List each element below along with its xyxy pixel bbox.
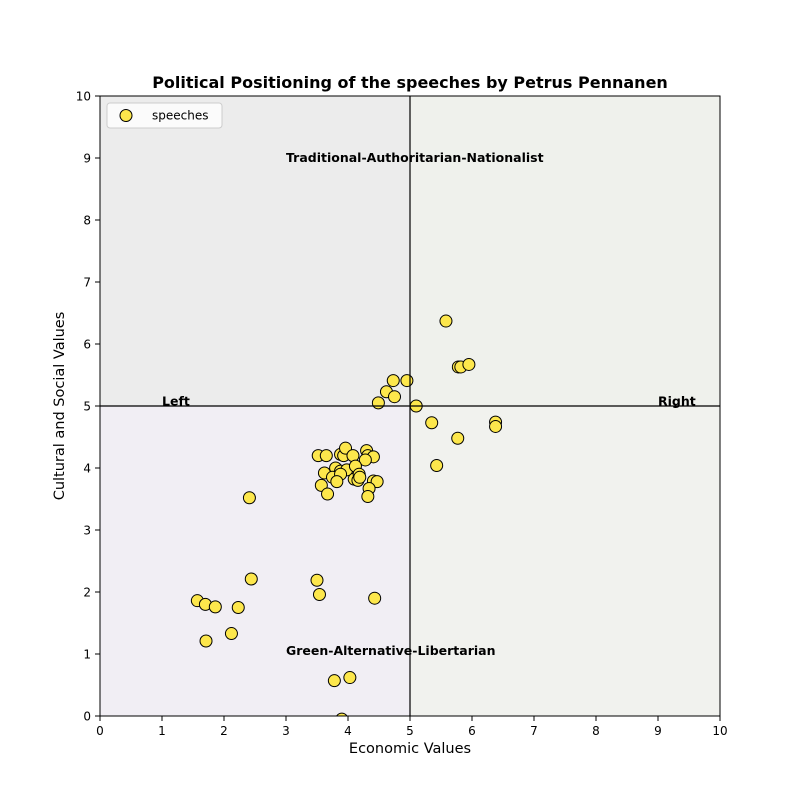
legend-label: speeches: [152, 109, 208, 123]
y-tick-label: 5: [83, 400, 91, 414]
y-tick-label: 7: [83, 276, 91, 290]
legend-box: [106, 102, 223, 129]
quadrant-labels: Traditional-Authoritarian-Nationalist Gre…: [162, 150, 696, 658]
y-tick-label: 0: [83, 710, 91, 724]
data-point: [346, 449, 360, 463]
data-point: [208, 600, 222, 614]
divider-lines: [100, 96, 720, 716]
data-point: [199, 634, 213, 648]
y-axis-label: Cultural and Social Values: [52, 312, 68, 501]
data-point: [371, 396, 385, 410]
y-tick-label: 1: [83, 648, 91, 662]
data-point: [314, 478, 328, 492]
x-tick-label: 10: [712, 724, 727, 738]
x-tick-label: 7: [530, 724, 538, 738]
data-point: [462, 357, 476, 371]
quadrant-label: Right: [658, 394, 696, 409]
x-tick-label: 3: [282, 724, 290, 738]
legend-marker: [119, 109, 133, 122]
data-point: [400, 374, 414, 388]
data-point: [430, 459, 444, 473]
y-tick-label: 3: [83, 524, 91, 538]
y-tick-label: 10: [76, 90, 91, 104]
data-point: [361, 490, 375, 504]
y-tick-label: 6: [83, 338, 91, 352]
data-point: [224, 627, 238, 641]
x-tick-label: 9: [654, 724, 662, 738]
quadrant-bottom-right: [410, 406, 720, 716]
data-point: [244, 572, 258, 586]
data-point: [439, 314, 453, 328]
data-point: [242, 491, 256, 505]
quadrant-top-right: [410, 96, 720, 406]
data-point: [343, 671, 357, 685]
data-point: [353, 470, 367, 484]
data-point: [312, 587, 326, 601]
x-tick-label: 8: [592, 724, 600, 738]
x-axis-ticks: 0 1 2 3 4 5 6 7 8 9 10: [96, 716, 728, 738]
y-tick-label: 4: [83, 462, 91, 476]
y-tick-label: 8: [83, 214, 91, 228]
quadrant-label: Left: [162, 394, 190, 409]
y-tick-label: 9: [83, 152, 91, 166]
data-point: [388, 390, 401, 404]
data-point: [425, 416, 439, 430]
quadrant-label: Traditional-Authoritarian-Nationalist: [286, 150, 544, 165]
data-point: [321, 487, 335, 501]
x-axis-label: Economic Values: [349, 741, 471, 757]
data-point: [327, 674, 341, 688]
quadrant-label: Green-Alternative-Libertarian: [286, 643, 496, 658]
quadrant-top-left: [100, 96, 410, 406]
legend: speeches: [106, 102, 223, 129]
y-tick-label: 2: [83, 586, 91, 600]
x-tick-label: 1: [158, 724, 166, 738]
data-point: [386, 374, 400, 388]
x-tick-label: 0: [96, 724, 104, 738]
data-point: [330, 475, 344, 489]
data-point: [451, 431, 465, 445]
data-point: [368, 591, 382, 605]
data-point: [358, 453, 372, 467]
quadrant-backgrounds: [100, 96, 720, 716]
x-tick-label: 2: [220, 724, 228, 738]
chart-title: Political Positioning of the speeches by…: [152, 73, 668, 92]
data-point: [489, 419, 503, 433]
x-tick-label: 5: [406, 724, 414, 738]
data-point: [336, 712, 348, 716]
data-point: [319, 449, 333, 463]
data-point: [310, 573, 324, 587]
x-tick-label: 4: [344, 724, 352, 738]
data-points: [190, 314, 503, 716]
data-point: [231, 601, 245, 614]
x-tick-label: 6: [468, 724, 476, 738]
y-axis-ticks: 0 1 2 3 4 5 6 7 8 9 10: [76, 90, 100, 724]
